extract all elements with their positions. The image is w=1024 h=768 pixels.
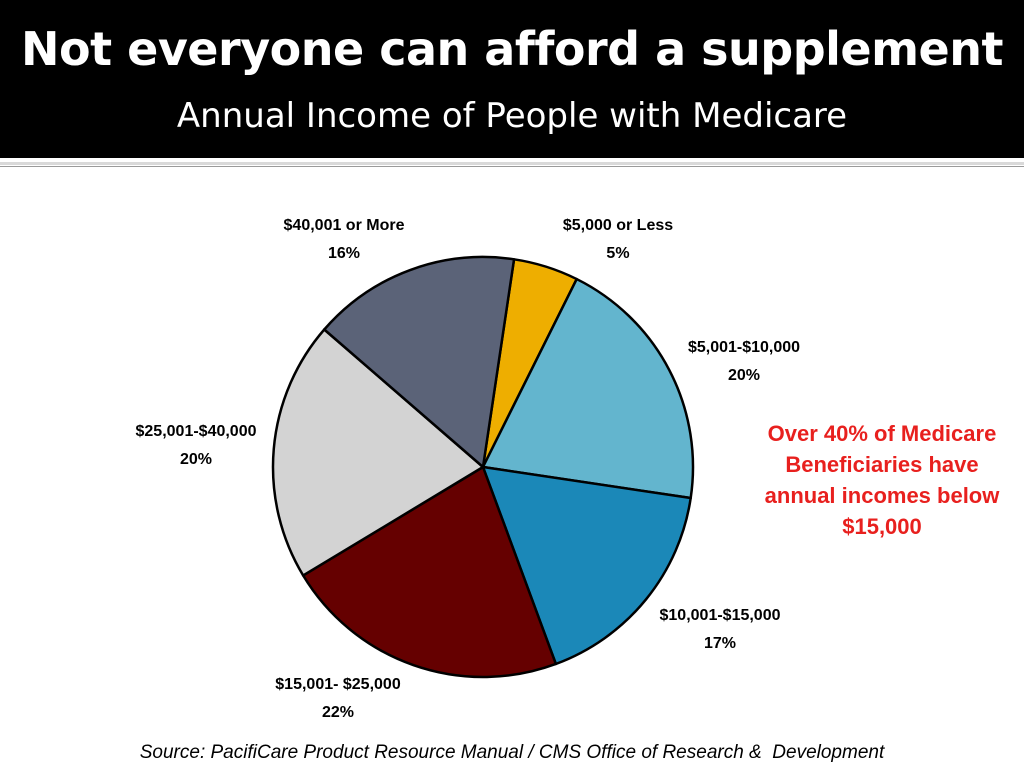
title-bar: Not everyone can afford a supplement Ann…	[0, 0, 1024, 158]
slice-label-5000-or-less: $5,000 or Less 5%	[563, 212, 673, 268]
slice-category-label: $25,001-$40,000	[135, 423, 257, 440]
slide-subtitle: Annual Income of People with Medicare	[176, 96, 848, 136]
slice-label-25001-40000: $25,001-$40,000 20%	[136, 418, 257, 474]
slice-label-15001-25000: $15,001- $25,000 22%	[275, 671, 400, 727]
pie-slice-1	[481, 277, 695, 500]
slice-percent-label: 20%	[179, 451, 213, 468]
slice-label-5001-10000: $5,001-$10,000 20%	[688, 334, 800, 390]
pie-slice-2	[481, 465, 692, 666]
slice-percent-label: 16%	[327, 245, 361, 262]
title-divider	[0, 162, 1024, 165]
callout-text: Over 40% of Medicare Beneficiaries have …	[764, 421, 1000, 539]
slide-title: Not everyone can afford a supplement	[21, 22, 1003, 76]
slice-percent-label: 22%	[321, 704, 355, 721]
pie-slice-5	[323, 255, 516, 469]
slice-category-label: $5,000 or Less	[562, 217, 674, 234]
source-citation: Source: PacifiCare Product Resource Manu…	[139, 742, 885, 763]
slice-category-label: $5,001-$10,000	[687, 339, 801, 356]
slice-category-label: $15,001- $25,000	[275, 676, 401, 693]
slice-category-label: $10,001-$15,000	[659, 607, 781, 624]
slice-category-label: $40,001 or More	[283, 217, 405, 234]
slice-percent-label: 17%	[703, 635, 737, 652]
pie-slice-3	[301, 465, 558, 679]
title-divider-shadow	[0, 166, 1024, 167]
slice-percent-label: 5%	[606, 245, 630, 262]
pie-slice-4	[271, 328, 485, 577]
slice-label-10001-15000: $10,001-$15,000 17%	[660, 602, 781, 658]
slice-percent-label: 20%	[727, 367, 761, 384]
slice-label-40001-or-more: $40,001 or More 16%	[284, 212, 405, 268]
